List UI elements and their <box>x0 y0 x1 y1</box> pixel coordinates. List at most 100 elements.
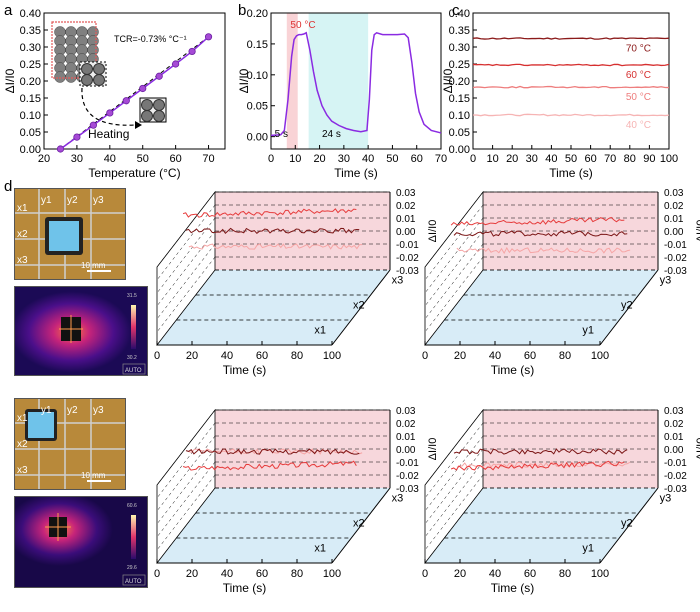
x-tick-label: 40 <box>489 568 501 580</box>
x-tick-label: 100 <box>591 350 609 362</box>
grid-label: x1 <box>17 413 28 424</box>
grid-label: y3 <box>93 195 104 206</box>
z-tick-label: -0.01 <box>396 240 419 251</box>
z-tick-label: 0.03 <box>396 406 416 417</box>
z-tick-label: 0.03 <box>396 188 416 199</box>
x-tick-label: 60 <box>524 568 536 580</box>
z-axis-label: ΔI/I0 <box>427 220 439 243</box>
depth-label: x1 <box>314 543 326 555</box>
depth-label: y3 <box>660 493 672 505</box>
z-tick-label: 0.02 <box>664 201 684 212</box>
z-tick-label: 0.02 <box>396 419 416 430</box>
depth-label: y2 <box>621 300 633 312</box>
x-tick-label: 0 <box>422 350 428 362</box>
x-tick-label: 20 <box>454 568 466 580</box>
x-tick-label: 0 <box>422 568 428 580</box>
x-axis-label: Time (s) <box>491 363 535 377</box>
thermal-image-top: 31.5 30.2 AUTO <box>15 287 148 376</box>
thermal-photo-bottom: 60.6 29.6 AUTO <box>14 496 148 588</box>
thermal-mode-label: AUTO <box>125 368 142 374</box>
z-axis-label: ΔI/I0 <box>427 438 439 461</box>
sensor-photo-top: 10 mm y1 y2 y3 x1 x2 x3 <box>14 188 126 280</box>
x-tick-label: 20 <box>186 350 198 362</box>
z-axis-label: ΔI/I0 <box>695 438 700 461</box>
z-tick-label: -0.01 <box>664 240 687 251</box>
chart-3d: 0.03 0.02 0.01 0.00 -0.01 -0.02 -0.03 0 20 40 60 80… <box>154 406 439 595</box>
z-tick-label: 0.03 <box>664 188 684 199</box>
grid-label: x1 <box>17 203 28 214</box>
x-axis-label: Time (s) <box>223 363 267 377</box>
depth-label: x3 <box>392 493 404 505</box>
sensor-grid-bottom: 10 mm y1 y2 y3 x1 x2 x3 <box>15 399 126 490</box>
sensor-grid-top: 10 mm y1 y2 y3 x1 x2 x3 <box>15 189 126 280</box>
x-tick-label: 100 <box>591 568 609 580</box>
x-tick-label: 60 <box>524 350 536 362</box>
chart-3d: 0.03 0.02 0.01 0.00 -0.01 -0.02 -0.03 0 20 40 60 80… <box>154 188 439 377</box>
chart-3d: 0.03 0.02 0.01 0.00 -0.01 -0.02 -0.03 0 20 40 60 80… <box>422 406 700 595</box>
depth-label: x3 <box>392 275 404 287</box>
depth-label: y2 <box>621 518 633 530</box>
x-tick-label: 60 <box>256 350 268 362</box>
grid-label: y1 <box>41 405 52 416</box>
z-tick-label: 0.02 <box>664 419 684 430</box>
x-tick-label: 100 <box>323 350 341 362</box>
x-tick-label: 20 <box>454 350 466 362</box>
z-tick-label: -0.02 <box>664 471 687 482</box>
z-tick-label: 0.01 <box>396 214 416 225</box>
z-tick-label: -0.01 <box>396 458 419 469</box>
x-axis-label: Time (s) <box>223 581 267 595</box>
grid-label: x3 <box>17 465 28 476</box>
z-tick-label: 0.03 <box>664 406 684 417</box>
depth-label: x2 <box>353 300 365 312</box>
scale-bar-label: 10 mm <box>81 471 106 480</box>
sensor-photo-bottom: 10 mm y1 y2 y3 x1 x2 x3 <box>14 398 126 490</box>
thermal-scale-max: 31.5 <box>127 293 137 299</box>
x-tick-label: 60 <box>256 568 268 580</box>
thermal-scale-max: 60.6 <box>127 503 137 509</box>
x-tick-label: 80 <box>291 568 303 580</box>
z-tick-label: 0.00 <box>664 227 684 238</box>
z-tick-label: 0.00 <box>396 445 416 456</box>
grid-label: x2 <box>17 439 28 450</box>
z-tick-label: 0.01 <box>664 214 684 225</box>
x-tick-label: 20 <box>186 568 198 580</box>
x-tick-label: 80 <box>559 568 571 580</box>
depth-label: x2 <box>353 518 365 530</box>
z-tick-label: 0.02 <box>396 201 416 212</box>
thermal-mode-label: AUTO <box>125 579 142 585</box>
x-tick-label: 80 <box>291 350 303 362</box>
z-tick-label: -0.02 <box>664 253 687 264</box>
grid-label: y3 <box>93 405 104 416</box>
x-tick-label: 80 <box>559 350 571 362</box>
z-axis-label: ΔI/I0 <box>695 220 700 243</box>
x-tick-label: 40 <box>489 350 501 362</box>
depth-label: y1 <box>582 325 594 337</box>
z-tick-label: 0.00 <box>664 445 684 456</box>
thermal-image-bottom: 60.6 29.6 AUTO <box>15 497 148 588</box>
grid-label: x2 <box>17 229 28 240</box>
z-tick-label: 0.00 <box>396 227 416 238</box>
grid-label: x3 <box>17 255 28 266</box>
depth-label: x1 <box>314 325 326 337</box>
depth-label: y1 <box>582 543 594 555</box>
thermal-photo-top: 31.5 30.2 AUTO <box>14 286 148 376</box>
x-axis-label: Time (s) <box>491 581 535 595</box>
scale-bar-label: 10 mm <box>81 261 106 270</box>
chart-3d: 0.03 0.02 0.01 0.00 -0.01 -0.02 -0.03 0 20 40 60 80… <box>422 188 700 377</box>
grid-label: y1 <box>41 195 52 206</box>
x-tick-label: 0 <box>154 568 160 580</box>
x-tick-label: 40 <box>221 568 233 580</box>
z-tick-label: 0.01 <box>396 432 416 443</box>
depth-label: y3 <box>660 275 672 287</box>
z-tick-label: -0.01 <box>664 458 687 469</box>
grid-label: y2 <box>67 195 78 206</box>
z-tick-label: 0.01 <box>664 432 684 443</box>
grid-label: y2 <box>67 405 78 416</box>
thermal-scale-min: 29.6 <box>127 565 137 571</box>
x-tick-label: 100 <box>323 568 341 580</box>
z-tick-label: -0.02 <box>396 253 419 264</box>
x-tick-label: 40 <box>221 350 233 362</box>
z-tick-label: -0.02 <box>396 471 419 482</box>
x-tick-label: 0 <box>154 350 160 362</box>
thermal-scale-min: 30.2 <box>127 355 137 361</box>
